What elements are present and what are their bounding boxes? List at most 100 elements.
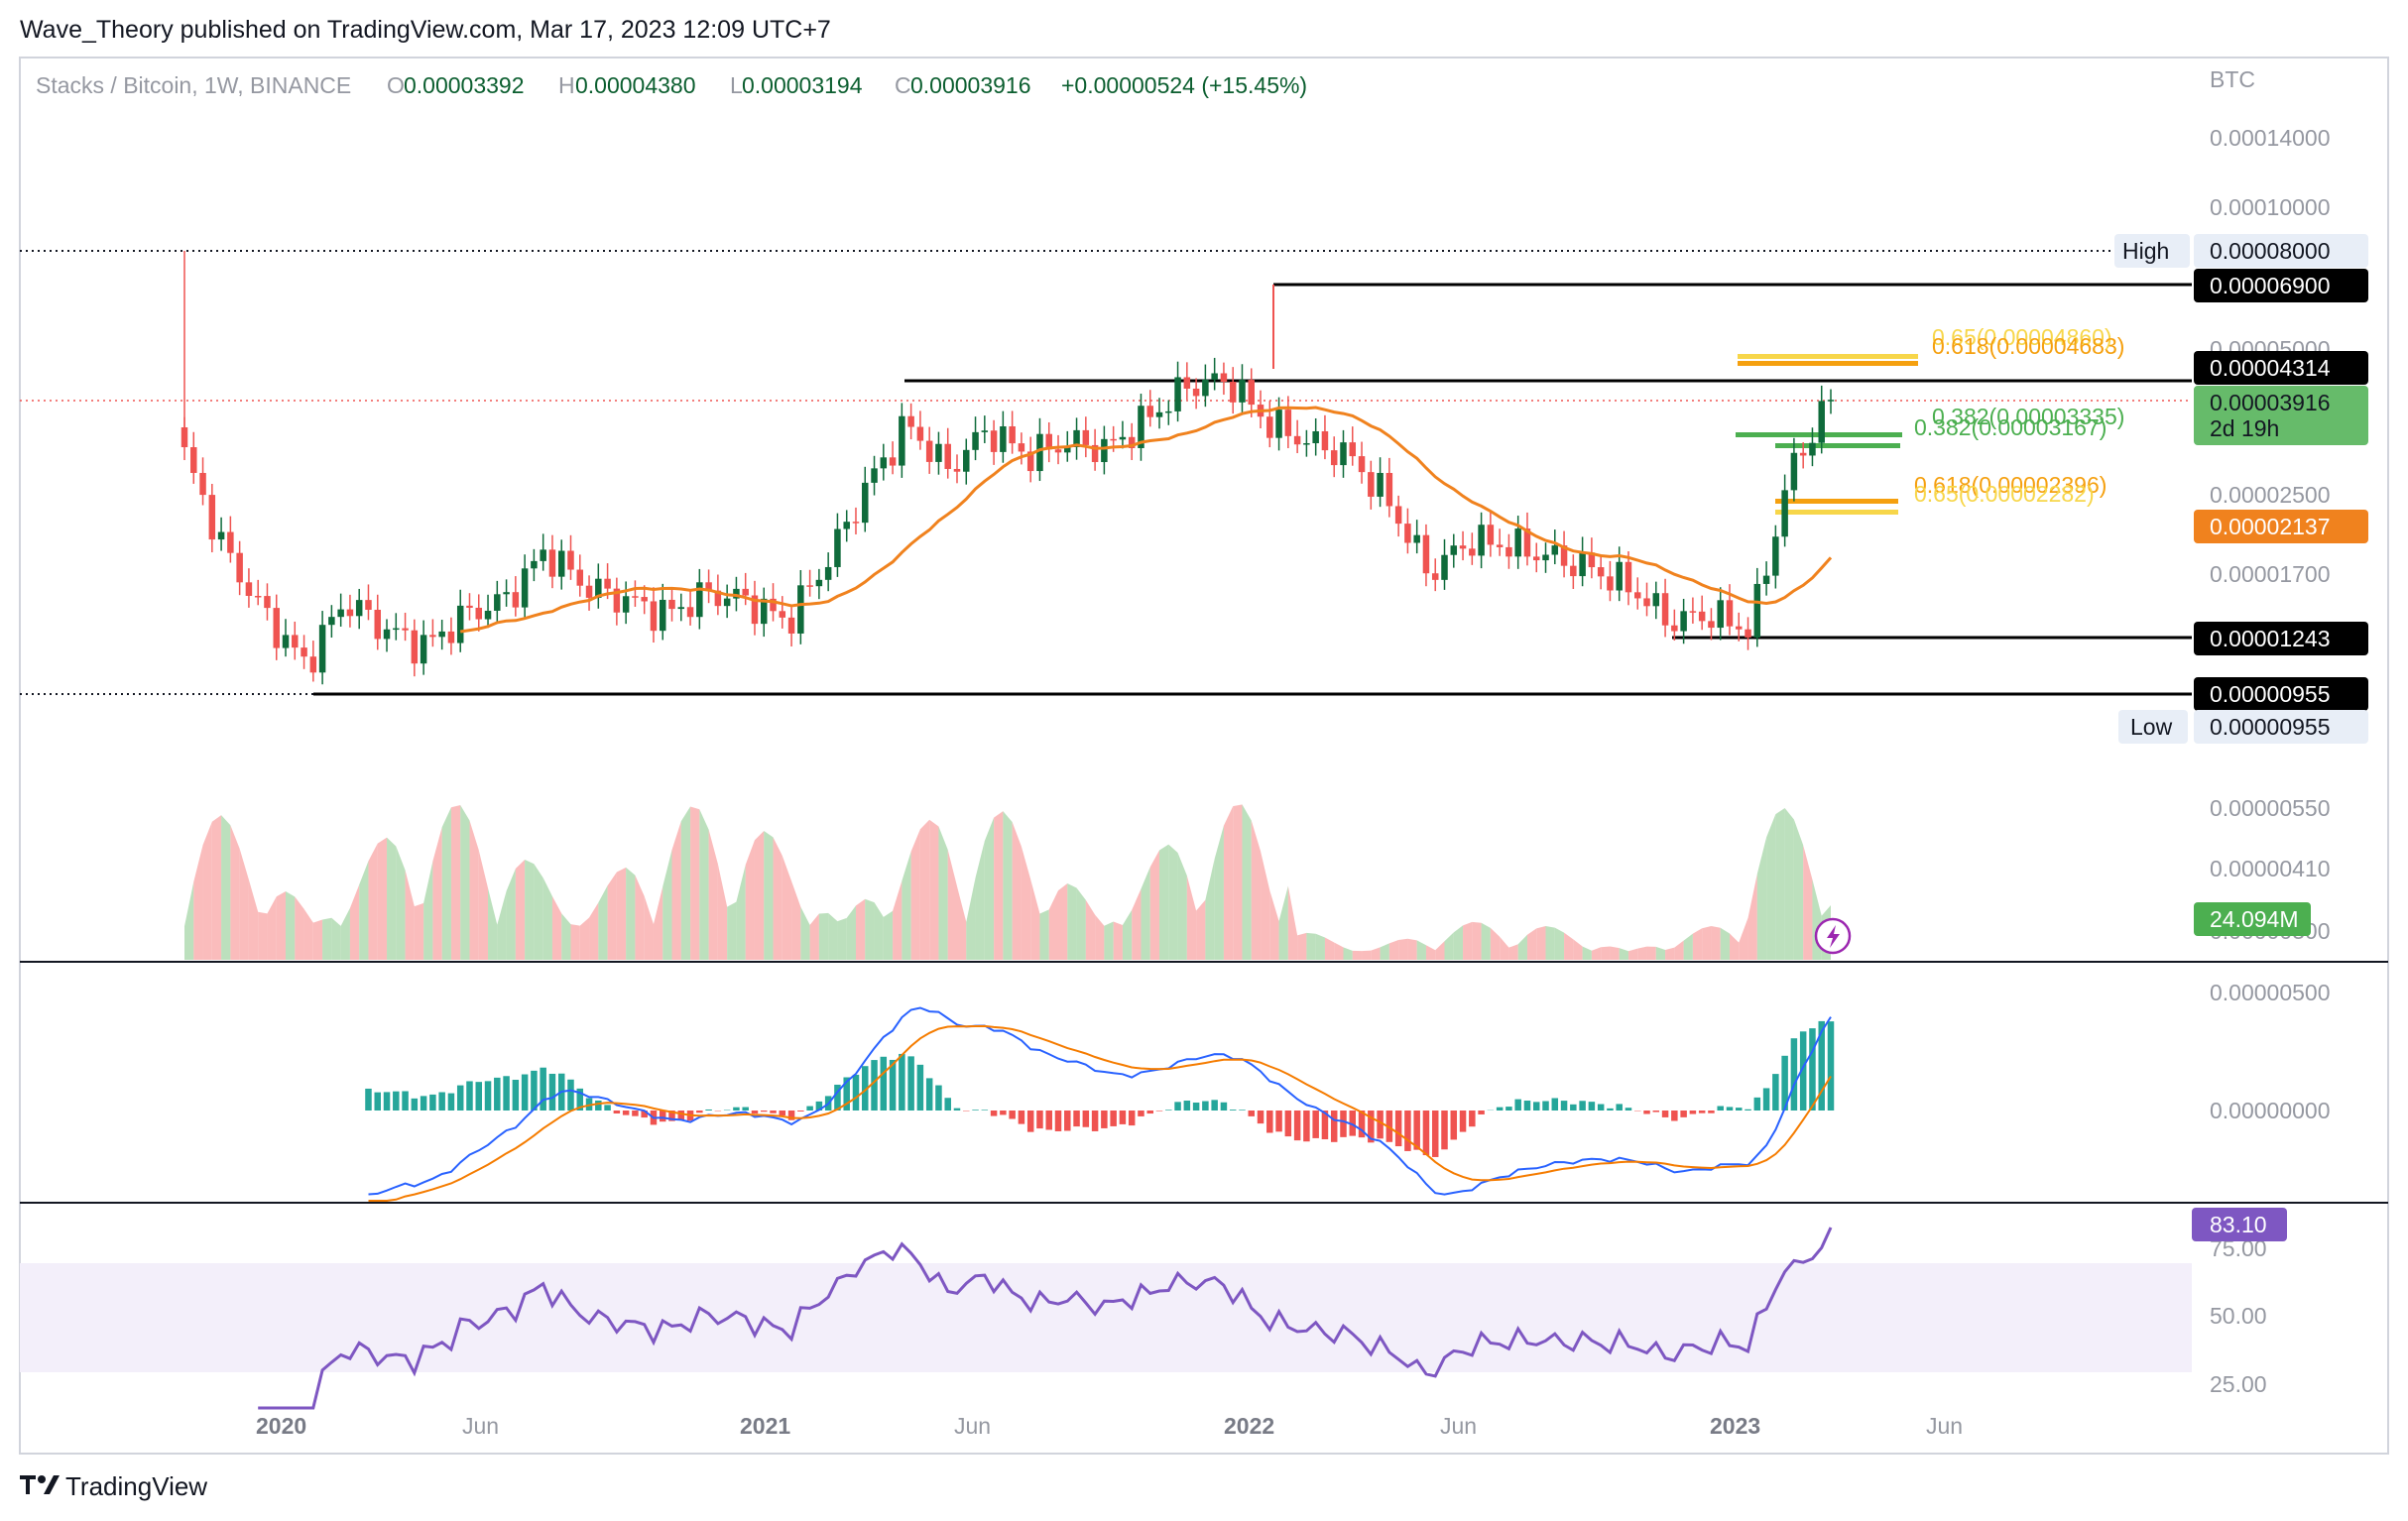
macd-bar xyxy=(1064,1111,1071,1131)
volume-segment xyxy=(1637,946,1647,960)
volume-segment xyxy=(1554,927,1565,960)
level-1243-value: 0.00001243 xyxy=(2210,626,2331,651)
change-value: +0.00000524 (+15.45%) xyxy=(1061,72,1307,98)
time-tick: Jun xyxy=(462,1413,499,1439)
candle-body xyxy=(1248,380,1255,406)
volume-segment xyxy=(598,885,608,960)
volume-segment xyxy=(276,890,287,960)
level-badge xyxy=(2194,622,2368,655)
rsi-line[interactable] xyxy=(258,1227,1833,1410)
current-price-value: 0.00003916 xyxy=(2210,390,2331,415)
candle-body xyxy=(1146,406,1153,417)
volume-segment xyxy=(1610,946,1620,960)
level-badge xyxy=(2194,269,2368,302)
volume-badge xyxy=(2194,902,2311,936)
candle-body xyxy=(365,600,372,610)
macd-bar xyxy=(1643,1111,1650,1114)
macd-bar xyxy=(953,1108,961,1111)
macd-bar xyxy=(972,1110,979,1111)
macd-bar xyxy=(438,1092,445,1111)
moving-average-line[interactable] xyxy=(459,406,1833,634)
volume-segment xyxy=(1159,844,1169,960)
macd-bar xyxy=(1753,1097,1761,1111)
macd-bar xyxy=(1293,1111,1301,1141)
volume-segment xyxy=(1573,939,1583,960)
volume-segment xyxy=(846,905,856,960)
candle-body xyxy=(337,609,344,618)
candle-body xyxy=(1045,433,1052,450)
volume-segment xyxy=(441,807,451,960)
high-value: 0.00008000 xyxy=(2210,238,2331,264)
volume-segment xyxy=(736,865,746,960)
volume-segment xyxy=(368,843,378,960)
volume-segment xyxy=(1223,806,1234,960)
volume-segment xyxy=(902,851,911,960)
macd-bar xyxy=(1762,1088,1770,1111)
volume-segment xyxy=(1030,878,1040,960)
current-price-badge xyxy=(2194,386,2368,445)
macd-histogram xyxy=(365,1020,1835,1157)
candle-body xyxy=(1394,506,1402,525)
candle-body xyxy=(1827,400,1835,402)
volume-segment xyxy=(938,826,948,960)
candle-body xyxy=(1661,593,1669,626)
open-label: O xyxy=(387,72,405,98)
macd-bar xyxy=(1579,1101,1586,1111)
candle-body xyxy=(1073,429,1080,447)
macd-bar xyxy=(1073,1111,1080,1127)
volume-segment xyxy=(1177,852,1187,960)
volume-segment xyxy=(359,861,369,960)
volume-segment xyxy=(1343,947,1353,960)
volume-segment xyxy=(1012,821,1022,960)
macd-bar xyxy=(1128,1111,1136,1126)
candle-body xyxy=(1478,525,1485,556)
macd-bar xyxy=(429,1094,436,1111)
macd-bar xyxy=(540,1067,546,1111)
time-tick: Jun xyxy=(1440,1413,1477,1439)
candle-body xyxy=(1523,528,1531,557)
fib-levels[interactable]: 0.65(0.00004860) 0.618(0.00004683) 0.382… xyxy=(1736,324,2124,515)
volume-segment xyxy=(919,819,930,960)
macd-bar xyxy=(503,1076,510,1111)
time-axis[interactable]: 2020 Jun 2021 Jun 2022 Jun 2023 Jun xyxy=(256,1413,1963,1439)
brand-name: TradingView xyxy=(65,1471,207,1501)
low-label: L xyxy=(730,72,743,98)
candle-body xyxy=(1772,536,1779,576)
candle-body xyxy=(1303,443,1310,445)
candle-body xyxy=(1293,435,1301,445)
fib-band-0618-lower xyxy=(1775,499,1898,504)
fib-label: 0.65(0.00004860) xyxy=(1932,324,2112,350)
high-label: H xyxy=(558,72,575,98)
chart-frame xyxy=(19,57,2389,1455)
macd-bar xyxy=(1340,1111,1347,1137)
volume-segment xyxy=(1186,876,1197,960)
macd-bar xyxy=(1726,1107,1734,1111)
candle-body xyxy=(761,598,768,625)
candle-body xyxy=(1441,554,1448,580)
candle-body xyxy=(815,579,823,587)
candle-body xyxy=(402,628,409,631)
macd-bar xyxy=(1368,1111,1375,1143)
macd-bar xyxy=(1570,1104,1577,1111)
candle-body xyxy=(1745,629,1751,638)
candle-body xyxy=(935,443,942,462)
signal-line[interactable] xyxy=(368,1024,1832,1202)
candle-body xyxy=(292,635,299,648)
macd-bar xyxy=(567,1079,574,1111)
candle-body xyxy=(622,596,630,613)
macd-bar xyxy=(622,1111,630,1115)
candle-body xyxy=(521,568,529,608)
volume-segment xyxy=(929,819,939,960)
macd-bar xyxy=(668,1111,675,1121)
tradingview-logo[interactable]: TradingView xyxy=(20,1471,207,1501)
candle-body xyxy=(1698,611,1706,622)
candle-body xyxy=(1809,442,1816,456)
candle-body xyxy=(944,443,951,469)
candles-series[interactable] xyxy=(181,251,1835,685)
volume-segment xyxy=(1324,937,1335,960)
candle-body xyxy=(1119,436,1127,440)
volume-segment xyxy=(331,917,341,960)
macd-bar xyxy=(779,1111,786,1115)
low-value: 0.00003194 xyxy=(742,72,863,98)
